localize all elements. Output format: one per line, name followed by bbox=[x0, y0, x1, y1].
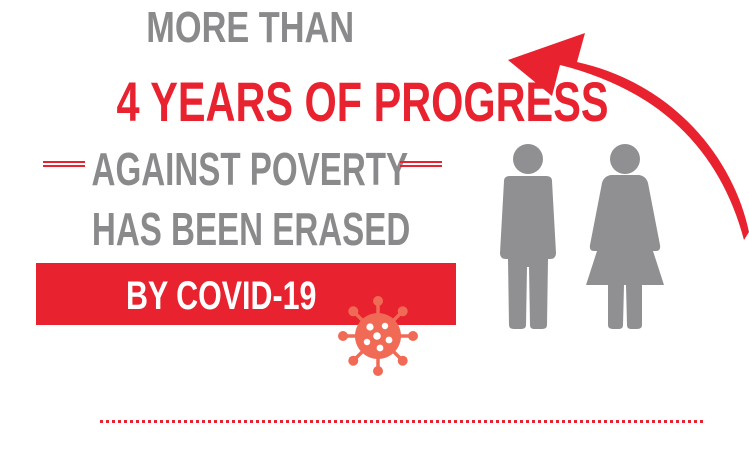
banner-text: BY COVID-19 bbox=[125, 274, 317, 318]
man-icon bbox=[500, 144, 556, 329]
woman-icon bbox=[586, 144, 664, 329]
dotted-divider bbox=[100, 420, 703, 423]
double-rule-right bbox=[400, 161, 442, 167]
headline-line-1: MORE THAN bbox=[146, 3, 354, 52]
headline-line-2: 4 YEARS OF PROGRESS bbox=[116, 70, 609, 133]
double-rule-left bbox=[43, 161, 85, 167]
headline-line-3: AGAINST POVERTY bbox=[91, 143, 409, 195]
virus-icon bbox=[338, 296, 418, 376]
headline-line-4: HAS BEEN ERASED bbox=[91, 203, 411, 255]
people-figures bbox=[500, 144, 664, 329]
